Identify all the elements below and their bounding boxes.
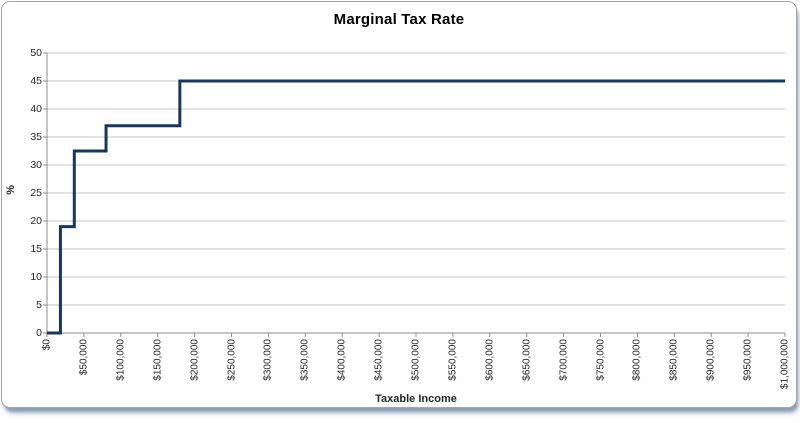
y-tick-label: 5: [36, 298, 42, 311]
x-tick-label: $500,000: [410, 339, 422, 381]
x-tick-label: $600,000: [484, 339, 496, 381]
y-tick-label: 10: [30, 270, 42, 283]
x-tick-label: $900,000: [705, 339, 717, 381]
x-tick-label: $800,000: [631, 339, 643, 381]
chart-title: Marginal Tax Rate: [333, 11, 465, 28]
x-tick-label: $150,000: [152, 339, 164, 381]
plot-area: [43, 52, 786, 337]
x-tick-label: $550,000: [447, 339, 459, 381]
y-tick-label: 50: [30, 46, 42, 59]
x-tick-label: $350,000: [299, 339, 311, 381]
x-tick-label: $250,000: [226, 339, 237, 381]
x-tick-label: $450,000: [373, 339, 385, 381]
y-tick-label: 35: [30, 130, 42, 143]
x-tick-label: $950,000: [742, 339, 754, 381]
x-axis-title: Taxable Income: [375, 393, 457, 405]
x-tick-label: $400,000: [336, 339, 348, 381]
x-tick-label: $750,000: [595, 339, 606, 381]
y-tick-label: 30: [30, 158, 42, 171]
y-tick-label: 15: [30, 242, 42, 255]
x-tick-label: $100,000: [115, 339, 127, 381]
x-tick-label: $1,000,000: [779, 339, 791, 390]
x-tick-label: $50,000: [78, 339, 90, 376]
x-tick-label: $700,000: [558, 339, 570, 381]
x-tick-label: $200,000: [189, 339, 201, 381]
y-tick-label: 0: [36, 326, 42, 339]
y-tick-label: 20: [30, 214, 42, 227]
x-tick-label: $650,000: [521, 339, 533, 381]
y-tick-label: 45: [30, 74, 42, 87]
y-tick-label: 40: [30, 102, 42, 115]
x-tick-label: $0: [41, 339, 53, 351]
x-tick-label: $850,000: [668, 339, 680, 381]
series-line: [47, 79, 785, 335]
x-tick-label: $300,000: [262, 339, 274, 381]
y-tick-label: 25: [30, 186, 42, 199]
y-axis-title: %: [5, 185, 17, 195]
chart-frame[interactable]: Marginal Tax Rate 0 5 10 15 20 25 30 35 40 45 50 $…: [1, 1, 797, 408]
